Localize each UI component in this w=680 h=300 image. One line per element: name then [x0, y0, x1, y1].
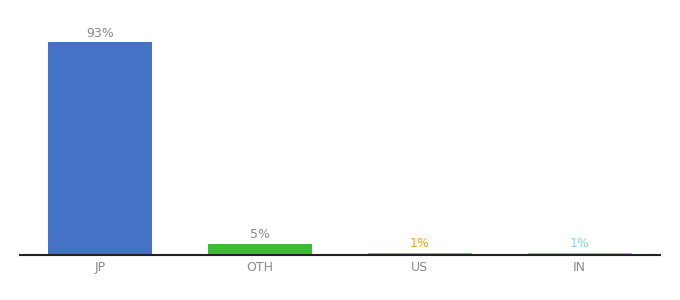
Bar	[368, 253, 472, 255]
Bar	[528, 253, 632, 255]
Text: 93%: 93%	[86, 27, 114, 40]
Bar	[48, 42, 152, 255]
Text: 1%: 1%	[410, 237, 430, 250]
Text: 5%: 5%	[250, 228, 270, 241]
Bar	[208, 244, 312, 255]
Text: 1%: 1%	[570, 237, 590, 250]
